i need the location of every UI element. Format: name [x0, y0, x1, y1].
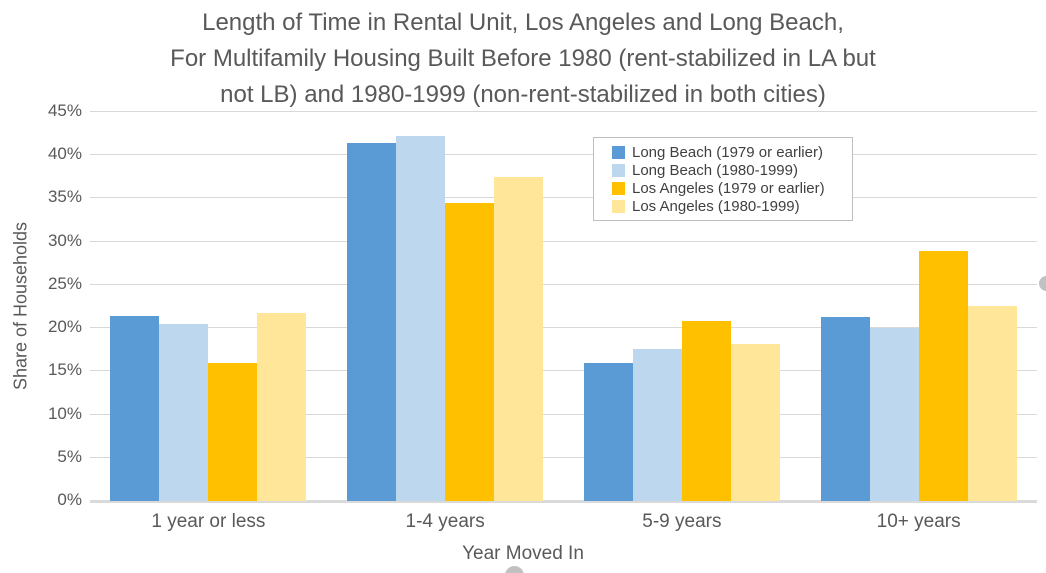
chart-title-line-2: For Multifamily Housing Built Before 198… — [170, 45, 876, 72]
gridline-15 — [90, 370, 1037, 372]
legend-row-3: Los Angeles (1979 or earlier) — [612, 179, 848, 197]
gridline-25 — [90, 283, 1037, 285]
bar-series-4-group-1 — [257, 312, 307, 501]
bar-series-3-group-2 — [445, 202, 495, 501]
bar-series-2-group-2 — [396, 136, 446, 501]
x-tick-label-3: 5-9 years — [642, 511, 722, 532]
gridline-10 — [90, 413, 1037, 415]
legend-row-4: Los Angeles (1980-1999) — [612, 197, 848, 215]
gridline-30 — [90, 240, 1037, 242]
bar-series-1-group-4 — [820, 316, 870, 501]
legend-swatch-icon — [612, 163, 625, 177]
y-tick-label-30: 30% — [47, 230, 82, 250]
partial-circle-artifact-bottom — [505, 566, 524, 573]
bar-series-1-group-2 — [347, 143, 397, 501]
legend: Long Beach (1979 or earlier) Long Beach (… — [593, 137, 853, 221]
x-axis-line — [90, 500, 1037, 503]
gridline-20 — [90, 327, 1037, 329]
bar-series-2-group-1 — [159, 323, 209, 501]
y-tick-label-5: 5% — [57, 446, 82, 466]
x-tick-label-2: 1-4 years — [405, 511, 485, 532]
y-tick-label-25: 25% — [47, 273, 82, 293]
y-tick-label-0: 0% — [57, 490, 82, 509]
x-tick-label-1: 1 year or less — [151, 511, 266, 532]
gridline-40 — [90, 154, 1037, 156]
bar-series-1-group-3 — [583, 362, 633, 501]
y-tick-label-10: 10% — [47, 403, 82, 423]
y-tick-label-40: 40% — [47, 144, 82, 164]
bar-series-1-group-1 — [110, 316, 160, 501]
legend-label: Los Angeles (1979 or earlier) — [632, 179, 825, 197]
legend-row-2: Long Beach (1980-1999) — [612, 161, 848, 179]
y-tick-label-15: 15% — [47, 360, 82, 380]
chart-title-line-1: Length of Time in Rental Unit, Los Angel… — [202, 9, 844, 36]
legend-label: Los Angeles (1980-1999) — [632, 197, 800, 215]
y-tick-labels: 0% 5% 10% 15% 20% 25% 30% 35% 40% 45% — [0, 101, 82, 509]
legend-row-1: Long Beach (1979 or earlier) — [612, 143, 848, 161]
bar-series-3-group-4 — [918, 251, 968, 501]
bar-group-1 — [90, 112, 327, 501]
chart-title: Length of Time in Rental Unit, Los Angel… — [0, 5, 1046, 113]
y-tick-label-45: 45% — [47, 101, 82, 120]
x-axis-title: Year Moved In — [462, 543, 584, 564]
x-tick-labels: 1 year or less 1-4 years 5-9 years 10+ year… — [90, 511, 1037, 537]
y-tick-label-20: 20% — [47, 317, 82, 337]
bar-group-3 — [564, 112, 801, 501]
x-tick-label-4: 10+ years — [876, 511, 961, 532]
partial-circle-artifact-right — [1039, 276, 1046, 291]
legend-swatch-icon — [612, 199, 625, 213]
bar-series-2-group-3 — [632, 348, 682, 501]
bar-series-3-group-3 — [681, 321, 731, 501]
bar-series-4-group-2 — [494, 176, 544, 501]
gridline-5 — [90, 456, 1037, 458]
y-tick-label-35: 35% — [47, 187, 82, 207]
bar-group-4 — [800, 112, 1037, 501]
bar-series-4-group-3 — [730, 343, 780, 501]
gridline-35 — [90, 197, 1037, 199]
plot-area — [90, 111, 1037, 503]
legend-label: Long Beach (1979 or earlier) — [632, 143, 823, 161]
bar-series-4-group-4 — [967, 305, 1017, 501]
bar-series-2-group-4 — [869, 328, 919, 501]
bar-group-2 — [327, 112, 564, 501]
bar-series-3-group-1 — [208, 362, 258, 501]
chart-title-line-3: not LB) and 1980-1999 (non-rent-stabiliz… — [220, 81, 826, 108]
legend-swatch-icon — [612, 145, 625, 159]
legend-swatch-icon — [612, 181, 625, 195]
gridline-45 — [90, 111, 1037, 112]
legend-label: Long Beach (1980-1999) — [632, 161, 798, 179]
